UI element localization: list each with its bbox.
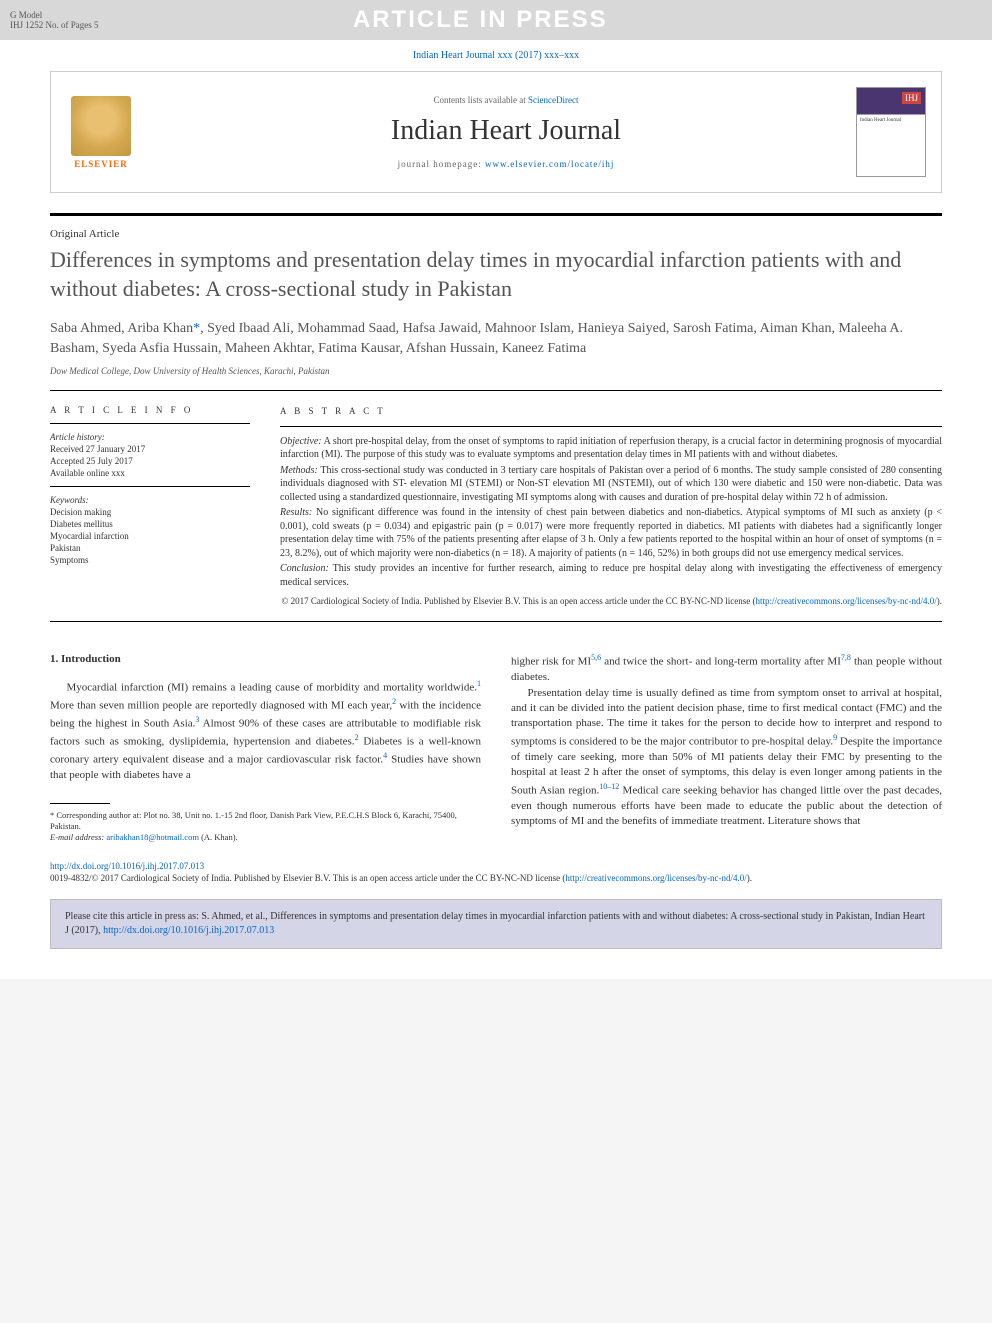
- masthead-center: Contents lists available at ScienceDirec…: [156, 95, 856, 169]
- objective-label: Objective:: [280, 436, 322, 447]
- masthead: ELSEVIER Contents lists available at Sci…: [50, 71, 942, 193]
- doi-block: http://dx.doi.org/10.1016/j.ihj.2017.07.…: [50, 861, 942, 884]
- ref-sup[interactable]: 2: [392, 697, 396, 706]
- column-right: higher risk for MI5,6 and twice the shor…: [511, 652, 942, 843]
- homepage-link[interactable]: www.elsevier.com/locate/ihj: [485, 159, 614, 169]
- ref-sup[interactable]: 1: [477, 679, 481, 688]
- contents-lists: Contents lists available at ScienceDirec…: [156, 95, 856, 105]
- keyword: Pakistan: [50, 543, 250, 553]
- model-id: IHJ 1252 No. of Pages 5: [10, 20, 99, 30]
- keyword: Myocardial infarction: [50, 531, 250, 541]
- conclusion-text: This study provides an incentive for fur…: [280, 563, 942, 588]
- elsevier-logo: ELSEVIER: [66, 96, 136, 169]
- cite-box: Please cite this article in press as: S.…: [50, 899, 942, 949]
- journal-homepage: journal homepage: www.elsevier.com/locat…: [156, 159, 856, 169]
- journal-ref: Indian Heart Journal xxx (2017) xxx–xxx: [50, 50, 942, 61]
- article-info: A R T I C L E I N F O Article history: R…: [50, 405, 250, 607]
- license-link-2[interactable]: http://creativecommons.org/licenses/by-n…: [565, 873, 746, 883]
- footnote-rule: [50, 803, 110, 804]
- ref-sup[interactable]: 2: [355, 733, 359, 742]
- corr-asterisk: *: [193, 321, 200, 336]
- homepage-prefix: journal homepage:: [398, 159, 485, 169]
- journal-cover-icon: [856, 87, 926, 177]
- cite-doi-link[interactable]: http://dx.doi.org/10.1016/j.ihj.2017.07.…: [103, 925, 274, 936]
- thin-rule-bottom: [50, 621, 942, 622]
- doi-link[interactable]: http://dx.doi.org/10.1016/j.ihj.2017.07.…: [50, 861, 204, 871]
- body-columns: 1. Introduction Myocardial infarction (M…: [50, 652, 942, 843]
- g-model: G Model: [10, 10, 99, 20]
- info-divider: [50, 486, 250, 487]
- ref-sup[interactable]: 7,8: [841, 653, 851, 662]
- divider-rule: [50, 213, 942, 216]
- info-abstract-row: A R T I C L E I N F O Article history: R…: [50, 391, 942, 621]
- email-label: E-mail address:: [50, 832, 104, 842]
- accepted: Accepted 25 July 2017: [50, 456, 250, 466]
- elsevier-tree-icon: [71, 96, 131, 156]
- article-title: Differences in symptoms and presentation…: [50, 246, 942, 303]
- available: Available online xxx: [50, 468, 250, 478]
- journal-title: Indian Heart Journal: [156, 115, 856, 147]
- intro-para: Myocardial infarction (MI) remains a lea…: [50, 678, 481, 784]
- ref-sup[interactable]: 10–12: [599, 782, 619, 791]
- contents-prefix: Contents lists available at: [434, 95, 528, 105]
- received: Received 27 January 2017: [50, 444, 250, 454]
- keywords-label: Keywords:: [50, 495, 250, 505]
- page: G Model IHJ 1252 No. of Pages 5 ARTICLE …: [0, 0, 992, 979]
- email-link[interactable]: aribakhan18@hotmail.com: [106, 832, 199, 842]
- copyright-end: ).: [937, 596, 942, 606]
- objective-text: A short pre-hospital delay, from the ons…: [280, 436, 942, 461]
- column-left: 1. Introduction Myocardial infarction (M…: [50, 652, 481, 843]
- info-heading: A R T I C L E I N F O: [50, 405, 250, 415]
- ref-sup[interactable]: 3: [195, 715, 199, 724]
- authors: Saba Ahmed, Ariba Khan*, Syed Ibaad Ali,…: [50, 319, 942, 358]
- methods-label: Methods:: [280, 465, 318, 476]
- intro-heading: 1. Introduction: [50, 652, 481, 667]
- doi-end: ).: [747, 873, 752, 883]
- elsevier-text: ELSEVIER: [66, 159, 136, 169]
- copyright: © 2017 Cardiological Society of India. P…: [280, 595, 942, 607]
- history-label: Article history:: [50, 432, 250, 442]
- article-in-press: ARTICLE IN PRESS: [353, 6, 608, 34]
- abstract: A B S T R A C T Objective: A short pre-h…: [280, 405, 942, 607]
- keyword: Symptoms: [50, 555, 250, 565]
- affiliation: Dow Medical College, Dow University of H…: [50, 366, 942, 376]
- corr-footnote: * Corresponding author at: Plot no. 38, …: [50, 810, 481, 832]
- model-block: G Model IHJ 1252 No. of Pages 5: [10, 10, 99, 30]
- keyword: Diabetes mellitus: [50, 519, 250, 529]
- email-footnote: E-mail address: aribakhan18@hotmail.com …: [50, 832, 481, 843]
- col2-p1: higher risk for MI5,6 and twice the shor…: [511, 652, 942, 685]
- footnotes: * Corresponding author at: Plot no. 38, …: [50, 810, 481, 843]
- copyright-text: © 2017 Cardiological Society of India. P…: [282, 596, 756, 606]
- ref-sup[interactable]: 5,6: [591, 653, 601, 662]
- grey-header: G Model IHJ 1252 No. of Pages 5 ARTICLE …: [0, 0, 992, 40]
- keyword: Decision making: [50, 507, 250, 517]
- results-text: No significant difference was found in t…: [280, 507, 942, 559]
- license-link[interactable]: http://creativecommons.org/licenses/by-n…: [755, 596, 936, 606]
- sciencedirect-link[interactable]: ScienceDirect: [528, 95, 578, 105]
- ref-sup[interactable]: 9: [833, 733, 837, 742]
- email-suffix: (A. Khan).: [201, 832, 238, 842]
- abstract-heading: A B S T R A C T: [280, 405, 942, 417]
- conclusion-label: Conclusion:: [280, 563, 329, 574]
- issn-text: 0019-4832/© 2017 Cardiological Society o…: [50, 873, 565, 883]
- col2-p2: Presentation delay time is usually defin…: [511, 686, 942, 830]
- methods-text: This cross-sectional study was conducted…: [280, 465, 942, 503]
- ref-sup[interactable]: 4: [383, 751, 387, 760]
- article-type: Original Article: [50, 228, 942, 240]
- results-label: Results:: [280, 507, 312, 518]
